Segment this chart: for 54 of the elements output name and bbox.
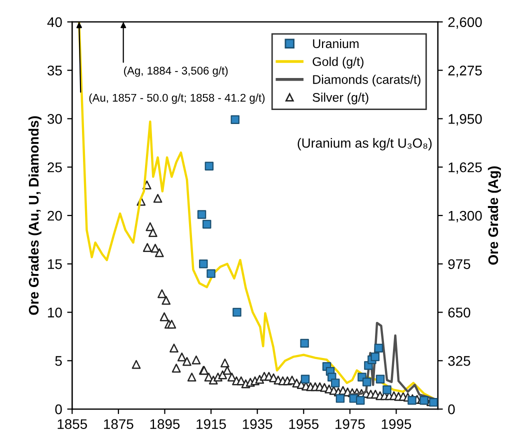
x-tick-label: 1995 [382,419,412,430]
y2-tick-label: 650 [448,308,470,318]
y2-tick-label: 325 [448,356,470,366]
point [300,374,310,384]
x-tick-label: 1955 [289,419,318,430]
annotation: (Uranium as kg/t U₃O₈) [298,138,432,150]
point [197,210,206,219]
point [376,374,385,384]
y-axis-title: Ore Grades (Au, U, Diamonds) [28,116,42,315]
x-tick-label: 1855 [58,419,88,430]
point [330,378,340,388]
point [232,308,242,317]
point [429,398,438,407]
point [230,115,240,124]
y2-tick-label: 1,300 [448,210,482,222]
y-tick-label: 5 [55,356,62,366]
point [336,394,345,403]
x-tick-label: 1975 [336,419,365,430]
legend-label: Diamonds (carats/t) [313,74,420,86]
point [382,385,392,394]
y2-tick-label: 1,625 [448,162,482,174]
point [206,269,216,278]
annotation: (Ag, 1884 - 3,506 g/t) [124,66,228,77]
x-tick-label: 1895 [150,419,180,430]
y-tick-label: 35 [47,66,62,76]
point [300,338,309,348]
y2-tick-label: 1,950 [448,114,482,126]
x-tick-label: 1915 [196,419,226,430]
x-tick-label: 1935 [242,419,272,430]
y-tick-label: 30 [47,114,62,124]
y2-tick-label: 0 [448,404,455,414]
annotation: (Au, 1857 - 50.0 g/t; 1858 - 41.2 g/t) [89,94,265,104]
point [199,260,208,268]
point [362,378,372,386]
point [356,396,365,405]
y2-tick-label: 975 [448,259,470,270]
point [204,162,214,170]
point [202,220,212,229]
y-tick-label: 40 [47,17,62,28]
legend-label: Silver (g/t) [312,92,368,104]
y-tick-label: 10 [48,308,62,318]
y2-tick-label: 2,600 [448,17,482,29]
y-tick-label: 25 [48,162,62,172]
point [374,344,383,352]
y-tick-label: 20 [48,210,62,221]
point [420,396,428,405]
y-tick-label: 0 [55,404,62,414]
y2-tick-label: 2,275 [448,66,482,78]
legend-label: Uranium [313,38,359,48]
y-tick-label: 15 [48,259,62,270]
y2-axis-title: Ore Grade (Ag) [488,166,501,265]
legend-label: Gold (g/t) [312,56,364,69]
point [370,352,380,362]
x-tick-label: 1875 [104,419,134,430]
